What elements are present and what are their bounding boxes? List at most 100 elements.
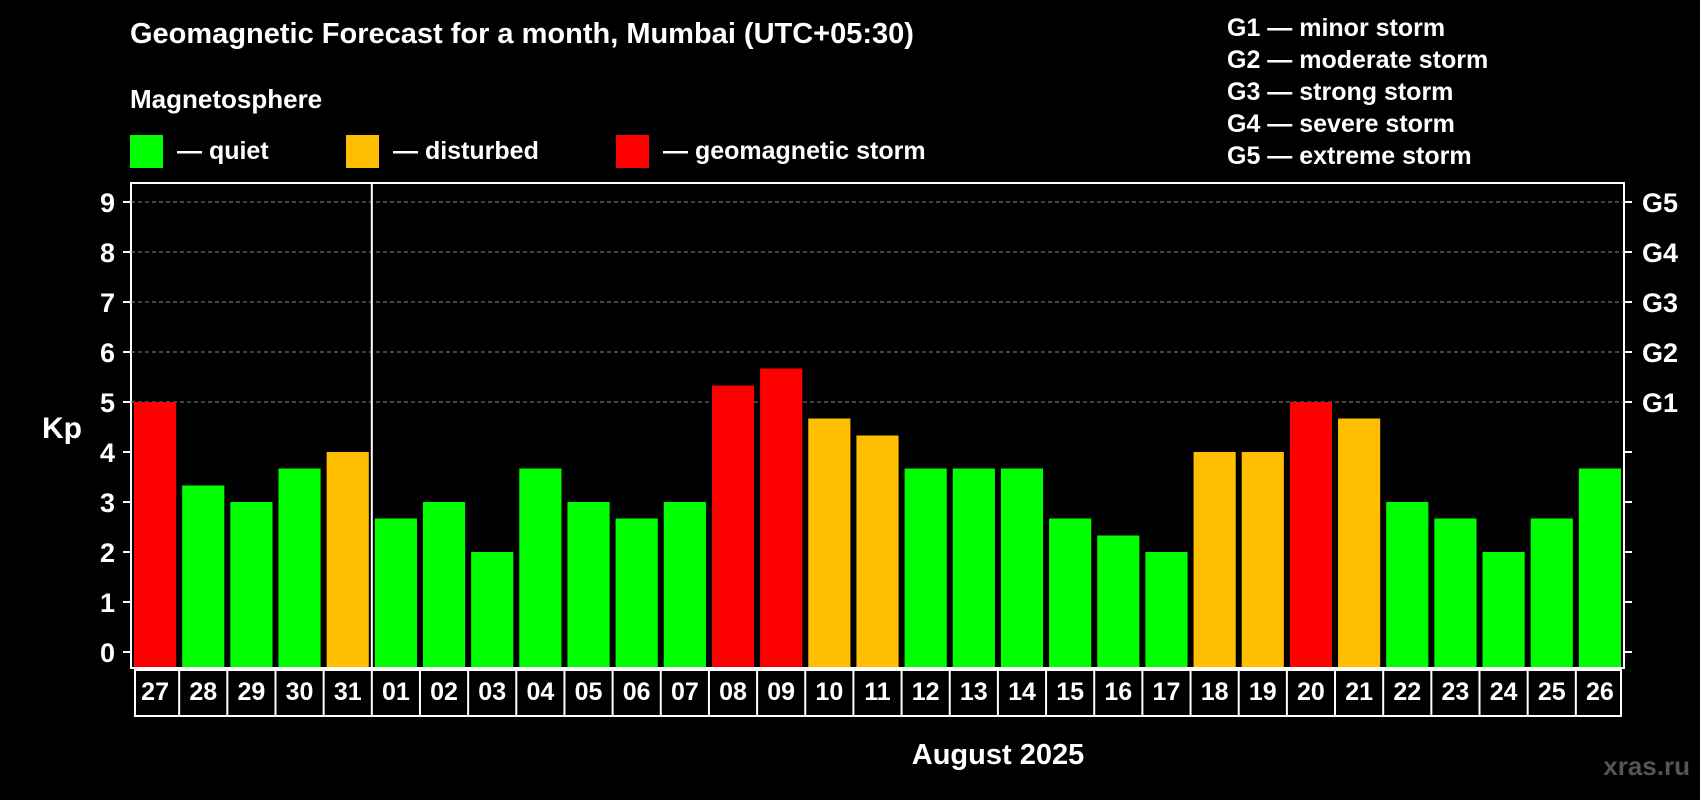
- bar-02: [422, 502, 466, 667]
- bar-05: [567, 502, 610, 667]
- bar-13: [952, 468, 995, 667]
- y-tick-label-8: 8: [100, 238, 115, 268]
- x-tick-label-19: 19: [1249, 678, 1277, 706]
- bar-18: [1193, 452, 1236, 667]
- legend-swatch-disturbed: [346, 134, 379, 168]
- bar-04: [519, 468, 562, 667]
- bar-08: [711, 385, 755, 667]
- x-tick-label-23: 23: [1442, 678, 1470, 706]
- storm-level-g3: G3 — strong storm: [1227, 78, 1454, 106]
- bar-21: [1338, 418, 1381, 667]
- bar-27: [134, 402, 177, 667]
- y-tick-label-9: 9: [100, 188, 115, 218]
- x-tick-label-03: 03: [478, 678, 506, 706]
- right-label-g3: G3: [1642, 288, 1678, 318]
- bar-01: [374, 518, 417, 667]
- legend-swatch-storm: [616, 134, 649, 168]
- x-tick-label-04: 04: [526, 678, 554, 706]
- x-tick-label-30: 30: [286, 678, 314, 706]
- x-tick-label-01: 01: [382, 678, 410, 706]
- x-tick-label-06: 06: [623, 678, 651, 706]
- y-tick-label-4: 4: [100, 438, 115, 468]
- right-label-g5: G5: [1642, 188, 1678, 218]
- x-tick-label-12: 12: [912, 678, 940, 706]
- x-tick-label-18: 18: [1201, 678, 1229, 706]
- bar-20: [1289, 402, 1333, 667]
- right-label-g4: G4: [1642, 238, 1678, 268]
- y-tick-label-6: 6: [100, 338, 115, 368]
- x-tick-label-22: 22: [1393, 678, 1421, 706]
- legend-swatch-quiet: [130, 134, 163, 168]
- watermark: xras.ru: [1603, 751, 1690, 781]
- x-tick-label-21: 21: [1345, 678, 1373, 706]
- y-tick-label-7: 7: [100, 288, 115, 318]
- x-tick-label-10: 10: [815, 678, 843, 706]
- x-tick-label-13: 13: [960, 678, 988, 706]
- storm-level-g4: G4 — severe storm: [1227, 110, 1455, 138]
- x-tick-label-02: 02: [430, 678, 458, 706]
- y-tick-label-2: 2: [100, 538, 115, 568]
- x-tick-label-05: 05: [575, 678, 603, 706]
- storm-level-g5: G5 — extreme storm: [1227, 142, 1472, 170]
- x-tick-label-09: 09: [767, 678, 795, 706]
- y-tick-label-0: 0: [100, 638, 115, 668]
- x-tick-label-24: 24: [1490, 678, 1518, 706]
- bar-12: [904, 468, 947, 667]
- page-title: Geomagnetic Forecast for a month, Mumbai…: [130, 18, 914, 50]
- x-tick-label-11: 11: [864, 678, 891, 706]
- bar-11: [856, 435, 899, 667]
- x-tick-label-17: 17: [1153, 678, 1181, 706]
- bar-09: [760, 368, 803, 667]
- bar-07: [663, 502, 706, 667]
- x-tick-label-07: 07: [671, 678, 699, 706]
- bar-10: [808, 418, 851, 667]
- bar-14: [1000, 468, 1044, 667]
- bar-30: [278, 468, 321, 667]
- bar-23: [1434, 518, 1477, 667]
- x-tick-label-25: 25: [1538, 678, 1566, 706]
- y-tick-label-1: 1: [100, 588, 115, 618]
- bar-19: [1241, 452, 1284, 667]
- x-tick-label-29: 29: [237, 678, 265, 706]
- bar-03: [471, 552, 514, 667]
- bar-06: [615, 518, 658, 667]
- y-tick-label-5: 5: [100, 388, 115, 418]
- x-tick-label-20: 20: [1297, 678, 1325, 706]
- legend-item-storm: — geomagnetic storm: [616, 134, 926, 168]
- legend-label-quiet: — quiet: [177, 136, 269, 165]
- storm-level-list: G1 — minor storm G2 — moderate storm G3 …: [1227, 12, 1488, 172]
- x-tick-label-27: 27: [141, 678, 169, 706]
- bar-17: [1145, 552, 1188, 667]
- bar-26: [1578, 468, 1621, 667]
- right-label-g2: G2: [1642, 338, 1678, 368]
- bar-31: [326, 452, 369, 667]
- x-tick-label-14: 14: [1008, 678, 1036, 706]
- x-tick-label-16: 16: [1104, 678, 1132, 706]
- day-label-strip: [134, 669, 1622, 717]
- bar-16: [1097, 535, 1140, 667]
- x-tick-label-31: 31: [334, 678, 362, 706]
- y-tick-label-3: 3: [100, 488, 115, 518]
- x-axis-label: August 2025: [912, 739, 1084, 771]
- bar-25: [1530, 518, 1573, 667]
- legend-item-quiet: — quiet: [130, 134, 269, 168]
- storm-level-g1: G1 — minor storm: [1227, 14, 1446, 42]
- plot-frame: [130, 182, 1625, 669]
- bar-22: [1386, 502, 1429, 667]
- y-axis-label: Kp: [42, 412, 82, 445]
- bar-28: [182, 485, 225, 667]
- x-tick-label-26: 26: [1586, 678, 1614, 706]
- legend-label-disturbed: — disturbed: [393, 136, 539, 165]
- x-tick-label-08: 08: [719, 678, 747, 706]
- subtitle: Magnetosphere: [130, 84, 323, 114]
- legend-item-disturbed: — disturbed: [346, 134, 539, 168]
- bar-24: [1482, 552, 1525, 667]
- bar-29: [230, 502, 273, 667]
- legend-label-storm: — geomagnetic storm: [663, 136, 926, 165]
- right-label-g1: G1: [1642, 388, 1678, 418]
- x-tick-label-28: 28: [189, 678, 217, 706]
- bar-15: [1049, 518, 1092, 667]
- x-tick-label-15: 15: [1056, 678, 1084, 706]
- storm-level-g2: G2 — moderate storm: [1227, 46, 1489, 74]
